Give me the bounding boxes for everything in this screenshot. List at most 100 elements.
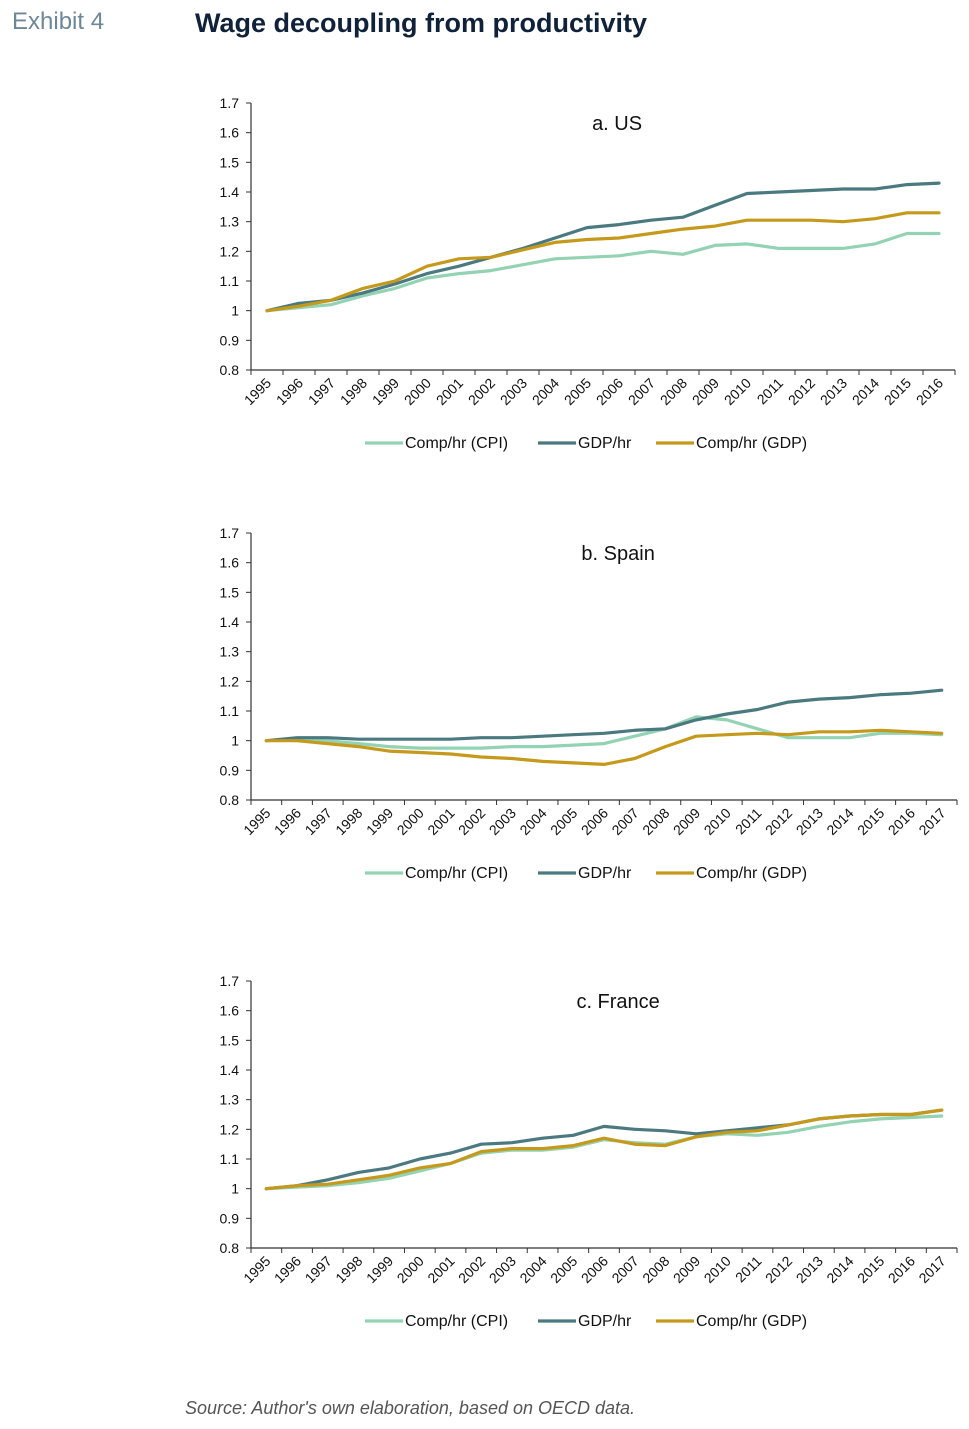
chart-us: 1.7 1.6 1.5 1.4 1.3 1.2 1.1 1 0.9 0.8199519961997… bbox=[220, 95, 956, 452]
x-tick-label: 2001 bbox=[424, 1253, 457, 1286]
x-tick-label: 1999 bbox=[363, 1253, 396, 1286]
y-tick-label: 1.5 bbox=[220, 154, 240, 170]
x-tick-label: 2002 bbox=[455, 1253, 488, 1286]
x-tick-label: 2002 bbox=[455, 805, 488, 838]
y-tick-label: 1.2 bbox=[220, 673, 240, 689]
y-tick-label: 1.3 bbox=[220, 1092, 240, 1108]
x-tick-label: 1998 bbox=[332, 805, 365, 838]
x-tick-label: 2005 bbox=[547, 805, 580, 838]
y-tick-label: 1.5 bbox=[220, 584, 240, 600]
x-tick-label: 2015 bbox=[854, 1253, 887, 1286]
x-tick-label: 2013 bbox=[793, 805, 826, 838]
y-tick-label: 1.3 bbox=[220, 214, 240, 230]
y-tick-label: 1.2 bbox=[220, 1121, 240, 1137]
x-tick-label: 2012 bbox=[762, 1253, 795, 1286]
x-tick-label: 2006 bbox=[578, 1253, 611, 1286]
page-title: Wage decoupling from productivity bbox=[195, 8, 648, 38]
x-tick-label: 2008 bbox=[639, 805, 672, 838]
x-tick-label: 2006 bbox=[578, 805, 611, 838]
y-tick-label: 1.4 bbox=[220, 1062, 240, 1078]
x-tick-label: 2014 bbox=[823, 805, 856, 838]
x-tick-label: 2014 bbox=[823, 1253, 856, 1286]
x-tick-label: 2007 bbox=[608, 805, 641, 838]
series-line bbox=[265, 231, 941, 313]
exhibit-label: Exhibit 4 bbox=[12, 8, 105, 35]
y-tick-label: 0.8 bbox=[220, 362, 240, 378]
x-tick-label: 2010 bbox=[701, 1253, 734, 1286]
x-tick-label: 2016 bbox=[913, 375, 946, 408]
y-tick-label: 1.7 bbox=[220, 525, 240, 541]
y-tick-label: 1.6 bbox=[220, 1003, 240, 1019]
x-tick-label: 2004 bbox=[516, 805, 549, 838]
x-tick-label: 2007 bbox=[625, 375, 658, 408]
legend-label: GDP/hr bbox=[578, 865, 632, 882]
y-tick-label: 1.7 bbox=[220, 95, 240, 111]
y-tick-label: 1 bbox=[231, 733, 239, 749]
x-tick-label: 1996 bbox=[273, 375, 306, 408]
y-tick-label: 1.6 bbox=[220, 555, 240, 571]
x-tick-label: 1995 bbox=[241, 375, 274, 408]
legend-label: Comp/hr (GDP) bbox=[696, 435, 807, 452]
legend-label: Comp/hr (CPI) bbox=[405, 435, 508, 452]
y-tick-label: 1.2 bbox=[220, 243, 240, 259]
x-tick-label: 2006 bbox=[593, 375, 626, 408]
x-tick-label: 2011 bbox=[754, 375, 787, 408]
x-tick-label: 2005 bbox=[547, 1253, 580, 1286]
x-tick-label: 2009 bbox=[670, 1253, 703, 1286]
x-tick-label: 2011 bbox=[732, 805, 765, 838]
y-tick-label: 1.3 bbox=[220, 644, 240, 660]
y-tick-label: 1.4 bbox=[220, 184, 240, 200]
source-note: Source: Author's own elaboration, based … bbox=[185, 1398, 636, 1418]
x-tick-label: 1997 bbox=[305, 375, 338, 408]
series-line bbox=[264, 1108, 944, 1191]
series-line bbox=[264, 688, 944, 743]
chart-spain: 1.7 1.6 1.5 1.4 1.3 1.2 1.1 1 0.9 0.8199519961997… bbox=[220, 525, 958, 882]
y-tick-label: 1.5 bbox=[220, 1032, 240, 1048]
x-tick-label: 2002 bbox=[465, 375, 498, 408]
y-tick-label: 1.4 bbox=[220, 614, 240, 630]
x-tick-label: 2015 bbox=[881, 375, 914, 408]
legend-label: Comp/hr (GDP) bbox=[696, 865, 807, 882]
series-line bbox=[265, 181, 941, 313]
legend-label: Comp/hr (CPI) bbox=[405, 865, 508, 882]
x-tick-label: 2003 bbox=[497, 375, 530, 408]
legend-label: GDP/hr bbox=[578, 435, 632, 452]
x-tick-label: 2004 bbox=[529, 375, 562, 408]
x-tick-label: 2000 bbox=[401, 375, 434, 408]
x-tick-label: 1998 bbox=[332, 1253, 365, 1286]
x-tick-label: 2008 bbox=[639, 1253, 672, 1286]
series-line bbox=[265, 211, 941, 313]
x-tick-label: 2003 bbox=[486, 805, 519, 838]
y-tick-label: 1.1 bbox=[220, 703, 240, 719]
x-tick-label: 1997 bbox=[302, 1253, 335, 1286]
x-tick-label: 2000 bbox=[394, 805, 427, 838]
x-tick-label: 1995 bbox=[240, 1253, 273, 1286]
x-tick-label: 2015 bbox=[854, 805, 887, 838]
x-tick-label: 2016 bbox=[885, 1253, 918, 1286]
x-tick-label: 2013 bbox=[817, 375, 850, 408]
y-tick-label: 1.1 bbox=[220, 273, 240, 289]
chart-title: c. France bbox=[576, 991, 659, 1013]
x-tick-label: 1999 bbox=[363, 805, 396, 838]
x-tick-label: 2009 bbox=[689, 375, 722, 408]
x-tick-label: 2012 bbox=[785, 375, 818, 408]
legend-label: Comp/hr (CPI) bbox=[405, 1313, 508, 1330]
x-tick-label: 1997 bbox=[302, 805, 335, 838]
y-tick-label: 1 bbox=[231, 303, 239, 319]
y-tick-label: 0.8 bbox=[220, 792, 240, 808]
legend-label: GDP/hr bbox=[578, 1313, 632, 1330]
x-tick-label: 2001 bbox=[433, 375, 466, 408]
y-tick-label: 0.8 bbox=[220, 1240, 240, 1256]
series-line bbox=[264, 715, 944, 750]
x-tick-label: 2013 bbox=[793, 1253, 826, 1286]
y-tick-label: 1.1 bbox=[220, 1151, 240, 1167]
x-tick-label: 1996 bbox=[271, 805, 304, 838]
x-tick-label: 2004 bbox=[516, 1253, 549, 1286]
x-tick-label: 1995 bbox=[240, 805, 273, 838]
y-tick-label: 1.6 bbox=[220, 125, 240, 141]
x-tick-label: 2007 bbox=[608, 1253, 641, 1286]
chart-title: b. Spain bbox=[581, 543, 654, 565]
x-tick-label: 1996 bbox=[271, 1253, 304, 1286]
x-tick-label: 2017 bbox=[915, 805, 948, 838]
x-tick-label: 2010 bbox=[721, 375, 754, 408]
